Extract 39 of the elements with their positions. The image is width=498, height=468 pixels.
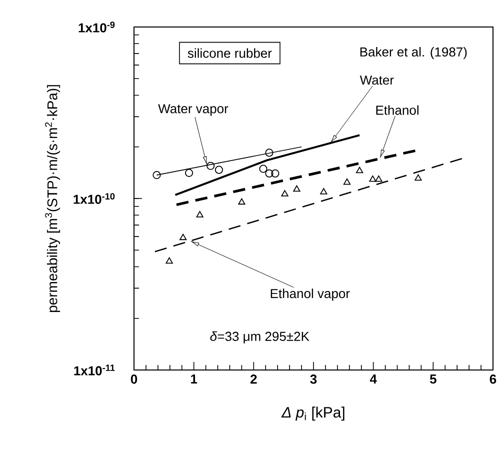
point: [259, 164, 268, 173]
x-tick-label: 2: [250, 374, 257, 384]
x-tick-label: 4: [370, 374, 377, 384]
point: [180, 234, 187, 240]
point: [375, 176, 382, 182]
annotation: silicone rubber: [188, 48, 272, 58]
point: [185, 168, 194, 177]
point: [265, 148, 274, 157]
point: [414, 174, 422, 181]
point: [152, 171, 161, 180]
point: [206, 162, 215, 170]
annotation: Water vapor: [158, 104, 228, 116]
point: [281, 190, 288, 196]
x-tick-label: 1: [191, 374, 198, 384]
annotation: Baker et al. (1987): [360, 47, 467, 60]
point: [214, 166, 224, 174]
point: [320, 188, 328, 194]
point: [166, 257, 173, 264]
y-axis-title: permeability [m$^{3}$(STP)·m/(s·m$^{2}$·kPa)]: [45, 85, 60, 312]
y-tick-label: 1x10$^{-9}$: [78, 22, 115, 32]
annotation: Ethanol: [376, 105, 418, 115]
x-tick-label: 3: [310, 374, 317, 384]
point: [271, 169, 280, 178]
point: [293, 185, 300, 192]
point: [343, 178, 351, 185]
y-tick-label: 1x10$^{-11}$: [74, 364, 115, 376]
annotation: Ethanol vapor: [270, 288, 350, 301]
y-tick-label: 1x10$^{-10}$: [74, 193, 115, 204]
point: [196, 211, 204, 218]
annotation: δ=33 μm 295±2K: [210, 331, 310, 344]
x-tick-label: 5: [430, 374, 436, 384]
annotation: Water: [360, 76, 394, 85]
x-tick-label: 6: [490, 374, 496, 384]
x-axis-title: Δ p$_{i}$ [kPa]: [281, 406, 344, 421]
x-tick-label: 0: [130, 374, 138, 384]
point: [356, 166, 364, 174]
point: [265, 169, 274, 178]
point: [238, 198, 246, 205]
point: [369, 176, 376, 182]
